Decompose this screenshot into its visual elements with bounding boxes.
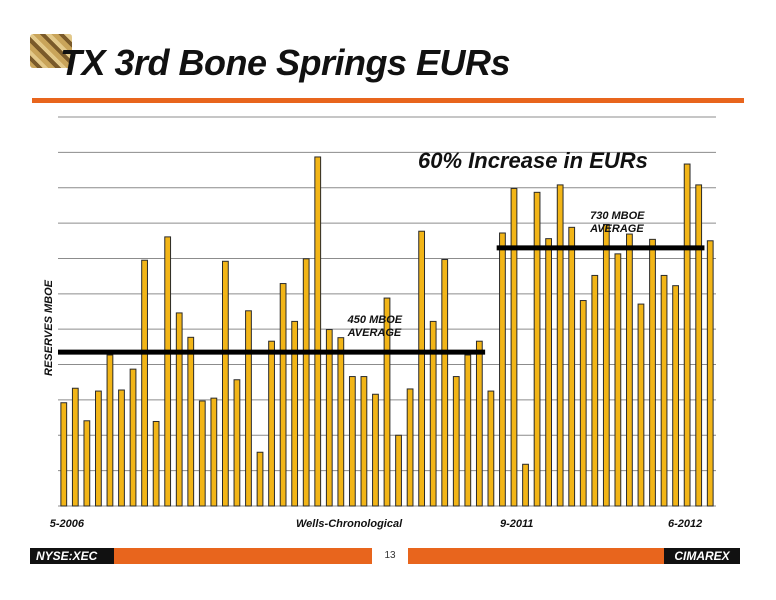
bar bbox=[175, 312, 183, 507]
bar bbox=[256, 451, 264, 507]
bar bbox=[637, 303, 645, 507]
bar bbox=[325, 329, 333, 507]
bar bbox=[279, 283, 287, 507]
bar bbox=[337, 337, 345, 507]
bar bbox=[233, 379, 241, 507]
bar bbox=[487, 390, 495, 507]
bar bbox=[556, 184, 564, 507]
bar bbox=[372, 393, 379, 507]
bar bbox=[429, 320, 437, 507]
bar bbox=[602, 224, 610, 507]
bar bbox=[475, 340, 483, 507]
x-axis-label: Wells-Chronological bbox=[296, 518, 403, 530]
bar bbox=[464, 354, 472, 507]
average-label-recent: 730 MBOE AVERAGE bbox=[590, 209, 645, 235]
bar bbox=[268, 340, 275, 507]
bar bbox=[348, 376, 356, 507]
logo-emblem bbox=[30, 34, 72, 68]
bar bbox=[683, 163, 691, 507]
average-lines bbox=[58, 245, 705, 355]
bar bbox=[187, 336, 195, 507]
ticker-label: NYSE:XEC bbox=[30, 548, 114, 564]
bar bbox=[291, 320, 299, 507]
bar bbox=[418, 230, 426, 507]
bar bbox=[302, 258, 310, 507]
bar bbox=[660, 274, 668, 507]
bar bbox=[406, 388, 414, 507]
bar bbox=[118, 389, 125, 507]
bar bbox=[129, 368, 137, 507]
bar bbox=[222, 260, 229, 507]
y-axis-label: RESERVES MBOE bbox=[43, 280, 55, 376]
bar bbox=[152, 420, 160, 507]
chart-title: 60% Increase in EURs bbox=[418, 148, 648, 173]
bar-series bbox=[60, 156, 714, 507]
bar bbox=[545, 238, 553, 507]
bar bbox=[499, 232, 506, 507]
bar bbox=[395, 434, 402, 507]
bar bbox=[452, 376, 460, 507]
bar bbox=[71, 387, 79, 507]
bar bbox=[210, 397, 218, 507]
bar bbox=[95, 390, 102, 507]
title-divider bbox=[32, 98, 744, 103]
bar bbox=[695, 184, 703, 507]
x-tick-label-mid: 9-2011 bbox=[499, 518, 534, 530]
bar bbox=[360, 376, 368, 507]
bar bbox=[672, 285, 679, 507]
bar bbox=[591, 274, 599, 507]
bar bbox=[533, 191, 541, 507]
bar bbox=[706, 240, 714, 507]
bar bbox=[522, 463, 529, 507]
bar bbox=[60, 402, 68, 507]
bar bbox=[510, 187, 518, 507]
bar bbox=[579, 300, 587, 507]
bar bbox=[614, 253, 622, 507]
x-tick-label-end: 6-2012 bbox=[668, 518, 703, 530]
bar bbox=[383, 297, 391, 507]
bar bbox=[198, 400, 206, 507]
bar bbox=[141, 259, 148, 507]
bar bbox=[649, 238, 656, 507]
page-title: TX 3rd Bone Springs EURs bbox=[60, 42, 511, 83]
bar bbox=[441, 259, 449, 507]
brand-logo: CIMAREX bbox=[664, 548, 740, 564]
x-tick-label-start: 5-2006 bbox=[49, 518, 85, 530]
average-label-early: 450 MBOE AVERAGE bbox=[347, 314, 403, 340]
bar bbox=[164, 236, 172, 507]
bar bbox=[568, 226, 576, 507]
bar bbox=[83, 420, 91, 507]
bar bbox=[245, 310, 252, 507]
page-number: 13 bbox=[372, 548, 408, 564]
bar bbox=[106, 354, 114, 507]
bar bbox=[314, 156, 322, 507]
bar bbox=[626, 233, 633, 507]
